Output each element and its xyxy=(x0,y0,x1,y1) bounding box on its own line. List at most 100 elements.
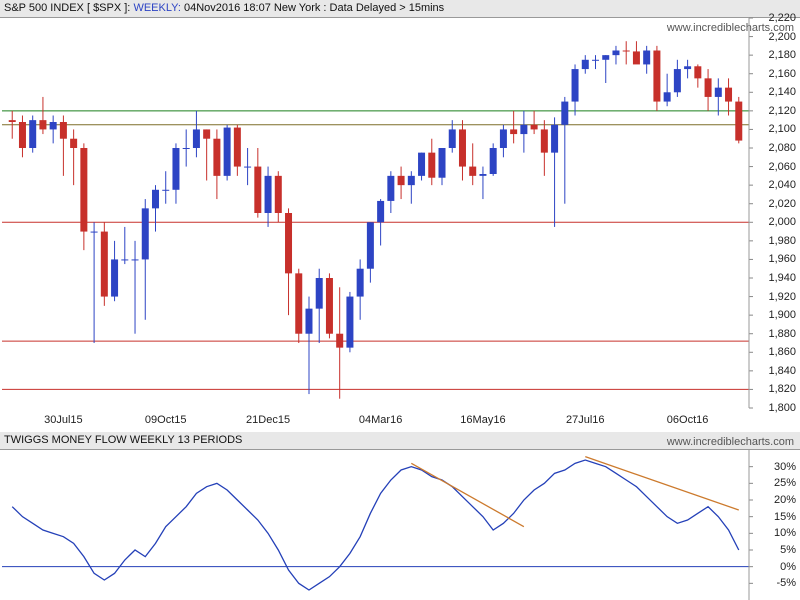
candle-body xyxy=(592,60,599,61)
indicator-title: TWIGGS MONEY FLOW WEEKLY 13 PERIODS xyxy=(4,434,242,446)
candle-body xyxy=(183,148,190,149)
candle-body xyxy=(582,60,589,69)
candle-body xyxy=(428,153,435,178)
trendline xyxy=(585,457,738,510)
candle-body xyxy=(367,222,374,268)
candle-body xyxy=(295,273,302,333)
candle-body xyxy=(531,125,538,130)
candle-body xyxy=(305,309,312,334)
price-chart xyxy=(0,18,800,408)
candle-body xyxy=(694,66,701,78)
candle-body xyxy=(346,297,353,348)
candle-body xyxy=(541,129,548,152)
price-y-tick: 2,180 xyxy=(768,49,796,61)
time-x-tick: 21Dec15 xyxy=(246,414,290,426)
candle-body xyxy=(80,148,87,232)
candle-body xyxy=(265,176,272,213)
price-y-tick: 2,040 xyxy=(768,179,796,191)
candle-body xyxy=(254,167,261,213)
candle-body xyxy=(60,122,67,139)
candle-body xyxy=(459,129,466,166)
candle-body xyxy=(418,153,425,176)
time-x-tick: 04Mar16 xyxy=(359,414,402,426)
candle-body xyxy=(715,88,722,97)
candle-body xyxy=(70,139,77,148)
candle-body xyxy=(439,148,446,178)
indicator-chart xyxy=(0,450,800,600)
indicator-y-tick: 30% xyxy=(774,461,796,473)
price-y-tick: 1,980 xyxy=(768,235,796,247)
price-y-tick: 1,960 xyxy=(768,253,796,265)
candle-body xyxy=(19,122,26,148)
price-y-tick: 2,120 xyxy=(768,105,796,117)
candle-body xyxy=(326,278,333,334)
candle-body xyxy=(449,129,456,148)
candle-body xyxy=(121,259,128,260)
candle-body xyxy=(101,232,108,297)
candle-body xyxy=(510,129,517,134)
candle-body xyxy=(469,167,476,176)
candle-body xyxy=(336,334,343,348)
indicator-y-tick: 5% xyxy=(780,544,796,556)
candle-body xyxy=(490,148,497,174)
candle-body xyxy=(29,120,36,148)
price-y-tick: 2,020 xyxy=(768,198,796,210)
price-y-tick: 2,060 xyxy=(768,161,796,173)
price-y-tick: 2,100 xyxy=(768,123,796,135)
candle-body xyxy=(50,122,57,129)
title-timestamp: 04Nov2016 18:07 New York : Data Delayed … xyxy=(184,2,444,14)
candle-body xyxy=(142,208,149,259)
candle-body xyxy=(275,176,282,213)
candle-body xyxy=(398,176,405,185)
candle-body xyxy=(705,78,712,97)
candle-body xyxy=(408,176,415,185)
price-y-tick: 2,200 xyxy=(768,31,796,43)
title-symbol: S&P 500 INDEX [ $SPX ]: xyxy=(4,2,130,14)
price-y-tick: 1,820 xyxy=(768,383,796,395)
time-x-tick: 27Jul16 xyxy=(566,414,605,426)
candle-body xyxy=(132,259,139,260)
indicator-y-tick: 25% xyxy=(774,477,796,489)
price-y-tick: 1,880 xyxy=(768,328,796,340)
main-chart-title-bar: S&P 500 INDEX [ $SPX ]: WEEKLY: 04Nov201… xyxy=(0,0,800,18)
candle-body xyxy=(357,269,364,297)
indicator-y-tick: -5% xyxy=(776,577,796,589)
candle-body xyxy=(285,213,292,273)
time-x-tick: 16May16 xyxy=(460,414,505,426)
price-y-tick: 1,900 xyxy=(768,309,796,321)
candle-body xyxy=(91,232,98,233)
watermark-bottom: www.incrediblecharts.com xyxy=(667,436,794,448)
time-x-tick: 09Oct15 xyxy=(145,414,187,426)
indicator-y-tick: 10% xyxy=(774,527,796,539)
title-interval: WEEKLY: xyxy=(133,2,180,14)
candle-body xyxy=(561,102,568,125)
candle-body xyxy=(152,190,159,209)
trendline xyxy=(411,463,524,526)
candle-body xyxy=(572,69,579,102)
price-y-tick: 2,220 xyxy=(768,12,796,24)
indicator-line xyxy=(12,460,739,590)
candle-body xyxy=(684,66,691,69)
candle-body xyxy=(612,51,619,56)
candle-body xyxy=(224,128,231,176)
candle-body xyxy=(623,51,630,52)
indicator-y-tick: 20% xyxy=(774,494,796,506)
indicator-y-tick: 15% xyxy=(774,511,796,523)
candle-body xyxy=(735,102,742,141)
candle-body xyxy=(316,278,323,309)
price-y-tick: 1,800 xyxy=(768,402,796,414)
candle-body xyxy=(520,125,527,134)
candle-body xyxy=(643,51,650,65)
candle-body xyxy=(674,69,681,92)
candle-body xyxy=(551,125,558,153)
candle-body xyxy=(203,129,210,138)
candle-body xyxy=(602,55,609,60)
time-x-tick: 30Jul15 xyxy=(44,414,83,426)
candle-body xyxy=(244,167,251,168)
candle-body xyxy=(162,190,169,191)
candle-body xyxy=(377,201,384,222)
candle-body xyxy=(111,259,118,296)
candle-body xyxy=(9,120,16,122)
candle-body xyxy=(653,51,660,102)
candle-body xyxy=(500,129,507,148)
